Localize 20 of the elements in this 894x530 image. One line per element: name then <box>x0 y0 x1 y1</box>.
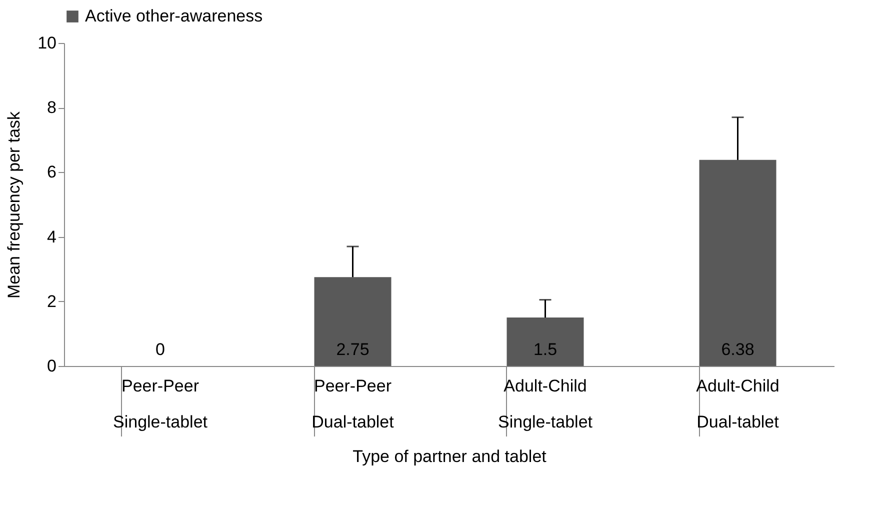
y-tick-label: 4 <box>47 227 56 246</box>
x-tick-label: Adult-Child Dual-tablet <box>696 376 780 432</box>
bar <box>699 160 776 366</box>
data-label: 2.75 <box>336 340 370 359</box>
x-tick-label: Adult-Child Single-tablet <box>498 376 593 432</box>
y-tick-label: 8 <box>47 98 56 118</box>
legend-label: Active other-awareness <box>85 6 263 26</box>
x-axis-title: Type of partner and tablet <box>352 447 547 466</box>
y-tick-label: 10 <box>38 34 56 52</box>
x-tick-label: Peer-Peer Single-tablet <box>112 376 208 432</box>
x-tick-label: Peer-Peer Dual-tablet <box>312 376 394 432</box>
data-label: 6.38 <box>721 340 754 359</box>
y-axis-title: Mean frequency per task <box>4 110 24 299</box>
data-label: 0 <box>156 340 165 359</box>
data-label: 1.5 <box>533 340 558 359</box>
y-tick-label: 6 <box>47 162 56 182</box>
y-tick-label: 0 <box>47 356 56 376</box>
y-tick-label: 2 <box>47 292 56 311</box>
bar <box>314 277 392 366</box>
bar <box>506 318 584 366</box>
